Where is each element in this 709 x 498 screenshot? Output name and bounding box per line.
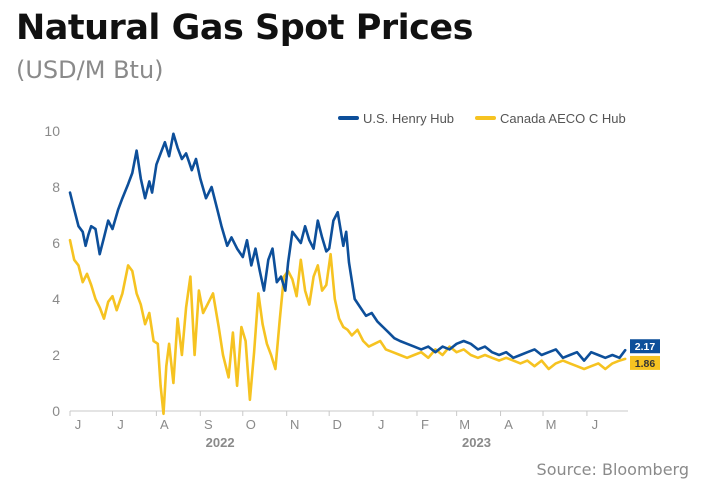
aeco-end-badge <box>630 355 660 370</box>
y-tick-label: 4 <box>52 291 60 307</box>
x-tick-label: A <box>504 417 513 432</box>
year-label: 2023 <box>462 435 491 450</box>
series-lines <box>68 132 627 416</box>
aeco-end-label: 1.86 <box>635 358 656 370</box>
chart-title: Natural Gas Spot Prices <box>16 8 473 48</box>
x-tick-label: A <box>160 417 169 432</box>
y-axis-ticks: 0 2 4 6 8 10 <box>44 123 60 419</box>
y-tick-label: 10 <box>44 123 60 139</box>
x-tick-label: S <box>204 417 213 432</box>
legend: U.S. Henry Hub Canada AECO C Hub <box>338 111 626 126</box>
legend-label-henry-hub: U.S. Henry Hub <box>363 111 454 126</box>
y-tick-label: 0 <box>52 403 60 419</box>
henry-hub-line <box>68 132 627 362</box>
x-tick-label: O <box>246 417 256 432</box>
henry-hub-end-label: 2.17 <box>635 341 656 353</box>
x-tick-label: J <box>75 417 82 432</box>
x-tick-label: F <box>421 417 429 432</box>
year-label: 2022 <box>206 435 235 450</box>
x-tick-label: J <box>592 417 599 432</box>
x-tick-label: D <box>332 417 341 432</box>
chart-subtitle: (USD/M Btu) <box>16 56 164 84</box>
x-tick-label: N <box>290 417 299 432</box>
x-tick-label: J <box>117 417 124 432</box>
end-value-labels: 2.17 1.86 <box>630 339 660 370</box>
x-tick-label: M <box>459 417 470 432</box>
x-axis: J J A S O N D J F M A M J 2022 2023 <box>69 410 628 450</box>
y-tick-label: 8 <box>52 179 60 195</box>
legend-label-aeco: Canada AECO C Hub <box>500 111 626 126</box>
aeco-line <box>68 238 627 416</box>
y-tick-label: 2 <box>52 347 60 363</box>
henry-hub-end-badge <box>630 339 660 354</box>
x-tick-label: J <box>378 417 385 432</box>
x-tick-label: M <box>546 417 557 432</box>
y-tick-label: 6 <box>52 235 60 251</box>
source-note: Source: Bloomberg <box>536 460 689 479</box>
